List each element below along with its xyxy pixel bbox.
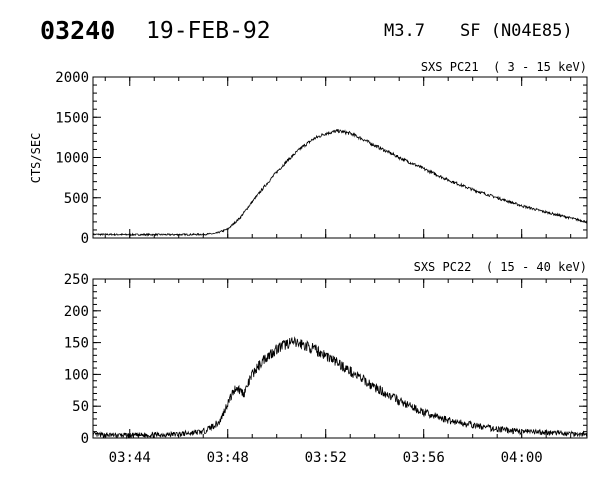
x-tick-label: 03:52: [305, 450, 347, 466]
panel1-tick-labels: 0 500 1000 1500 2000: [55, 70, 89, 247]
y-tick-label: 200: [64, 304, 89, 320]
panel1-title: SXS PC21 ( 3 - 15 keV): [421, 60, 587, 74]
y-tick-label: 100: [64, 367, 89, 383]
event-date: 19-FEB-92: [146, 18, 271, 44]
y-tick-label: 2000: [55, 70, 89, 86]
y-tick-label: 1000: [55, 151, 89, 167]
panel1-ticks: [93, 76, 587, 239]
panel1-ylabel: CTS/SEC: [29, 133, 43, 184]
y-tick-label: 0: [81, 231, 89, 247]
panel2-frame: [92, 278, 588, 439]
pc22-series-line: [92, 336, 588, 440]
y-tick-label: 250: [64, 272, 89, 288]
x-tick-label: 04:00: [501, 450, 543, 466]
y-tick-label: 500: [64, 191, 89, 207]
panel2-ticks: [93, 278, 587, 439]
y-tick-label: 50: [72, 399, 89, 415]
y-tick-label: 1500: [55, 110, 89, 126]
panel2-tick-labels: 0 50 100 150 200 250 03:44 03:48 03:52 03:56 04:00: [64, 272, 543, 466]
y-tick-label: 0: [81, 431, 89, 447]
flare-class: M3.7: [384, 21, 425, 41]
panel1-frame: [92, 76, 588, 239]
event-id: 03240: [40, 16, 116, 45]
panel2-title: SXS PC22 ( 15 - 40 keV): [414, 260, 587, 274]
x-tick-label: 03:56: [403, 450, 445, 466]
y-tick-label: 150: [64, 336, 89, 352]
x-tick-label: 03:48: [207, 450, 249, 466]
x-tick-label: 03:44: [109, 450, 151, 466]
flare-location: SF (N04E85): [460, 21, 573, 41]
pc21-series-line: [92, 129, 588, 237]
